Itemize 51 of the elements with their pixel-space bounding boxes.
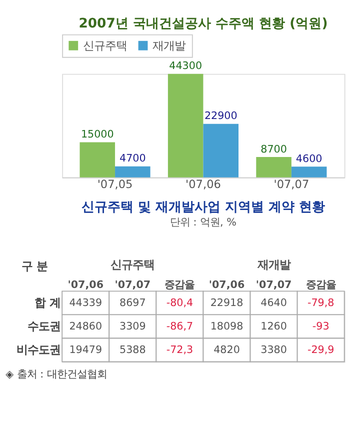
data-label: -29,9 (307, 344, 334, 356)
bar (256, 157, 292, 178)
data-label: 15000 (80, 128, 114, 141)
bar (168, 74, 204, 178)
data-label: -72,3 (166, 344, 194, 356)
data-label: 44300 (169, 60, 202, 72)
chart-subtitle: 단위 : 억원, % (170, 216, 237, 228)
x-tick-label: '07,06 (208, 278, 245, 291)
text: ◈ 출처 : 대한건설협회 (6, 368, 107, 381)
x-tick-label: '07,07 (274, 178, 310, 192)
data-label: 5388 (120, 344, 146, 356)
data-label: 22900 (204, 110, 238, 122)
bar (115, 166, 150, 178)
x-tick-label: '07,07 (114, 278, 151, 291)
data-label: 4600 (296, 152, 322, 165)
data-label: 4700 (120, 152, 146, 165)
data-label: 19479 (69, 344, 102, 356)
data-label: 1260 (260, 320, 287, 332)
text: 재개발 (256, 258, 290, 272)
legend-label: 재개발 (152, 39, 186, 52)
data-label: -80,4 (166, 296, 194, 309)
data-label: 3309 (120, 320, 146, 332)
data-label: 24860 (69, 320, 102, 332)
data-label: 18098 (210, 320, 244, 332)
data-label: 8697 (120, 296, 146, 309)
x-tick-label: 증감율 (164, 278, 195, 291)
data-label: -79,8 (307, 296, 334, 309)
data-label: 4820 (214, 344, 240, 356)
data-label: -93 (312, 320, 330, 332)
y-tick-label: 합 계 (34, 296, 61, 310)
legend-label: 신규주택 (82, 39, 127, 52)
data-label: -86,7 (166, 320, 194, 332)
data-label: 3380 (260, 344, 287, 356)
data-label: 8700 (260, 143, 287, 156)
bar (203, 124, 239, 178)
text: 신규주택 (110, 258, 155, 272)
x-tick-label: 증감율 (306, 278, 336, 291)
x-tick-label: '07,06 (68, 278, 104, 291)
y-tick-label: 비수도권 (16, 344, 61, 357)
data-label: 22918 (210, 296, 244, 309)
y-axis-title: 구 분 (21, 260, 48, 274)
data-label: 44339 (69, 296, 102, 309)
bar (80, 142, 116, 178)
x-tick-label: '07,06 (186, 178, 221, 192)
y-tick-label: 수도권 (28, 320, 61, 334)
chart-title: 신규주택 및 재개발사업 지역별 계약 현황 (81, 200, 326, 216)
chart-title: 2007년 국내건설공사 수주액 현황 (억원) (78, 16, 328, 32)
x-tick-label: '07,05 (97, 178, 133, 192)
data-label: 4640 (260, 296, 287, 309)
x-tick-label: '07,07 (256, 278, 292, 291)
bar (291, 166, 327, 178)
